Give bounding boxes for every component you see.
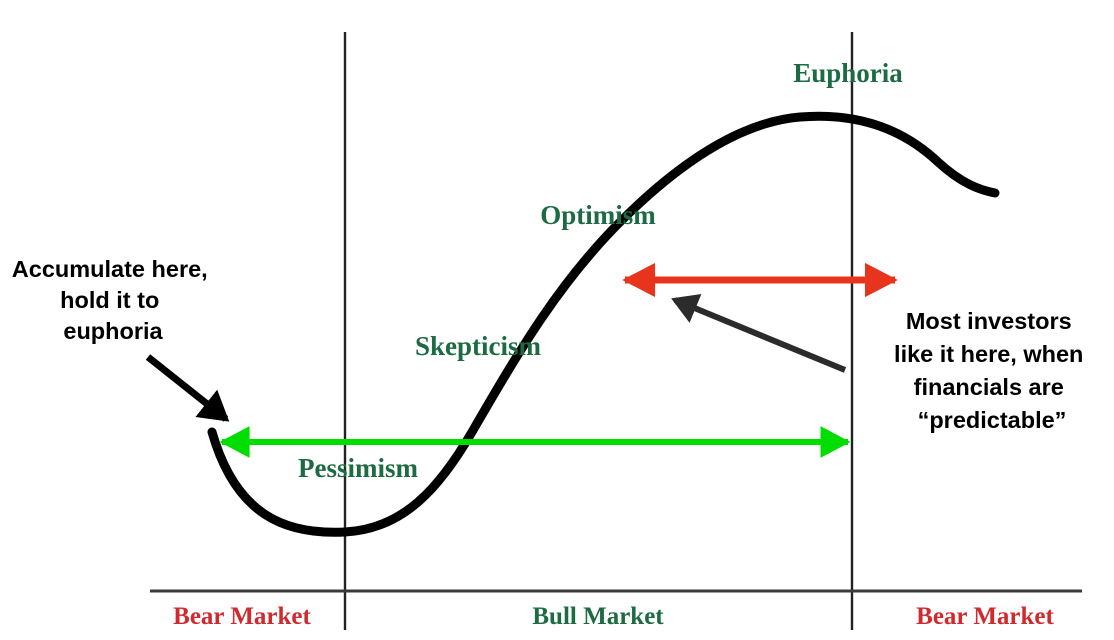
accumulate-callout-line-1: Accumulate here, xyxy=(12,256,208,282)
accumulate-pointer-arrow xyxy=(145,354,230,422)
sentiment-curve xyxy=(207,111,1000,537)
most-investors-callout: Most investors like it here, when financ… xyxy=(894,308,1090,433)
most-investors-callout-line-4: “predictable” xyxy=(918,407,1067,433)
phase-label-bull-center: Bull Market xyxy=(532,603,664,630)
stage-label-euphoria: Euphoria xyxy=(793,58,903,88)
stage-label-pessimism: Pessimism xyxy=(298,453,418,483)
most-investors-callout-line-3: financials are xyxy=(914,374,1064,400)
phase-label-bear-right: Bear Market xyxy=(916,603,1054,630)
most-investors-pointer-arrow xyxy=(671,294,847,373)
accumulate-callout: Accumulate here, hold it to euphoria xyxy=(12,256,214,344)
phase-label-bear-left: Bear Market xyxy=(173,603,311,630)
stage-label-skepticism: Skepticism xyxy=(415,331,542,361)
accumulate-callout-line-2: hold it to xyxy=(60,287,159,313)
most-investors-callout-line-1: Most investors xyxy=(906,308,1072,334)
most-investors-callout-line-2: like it here, when xyxy=(894,341,1083,367)
stage-label-optimism: Optimism xyxy=(540,200,656,230)
accumulate-callout-line-3: euphoria xyxy=(63,318,163,344)
